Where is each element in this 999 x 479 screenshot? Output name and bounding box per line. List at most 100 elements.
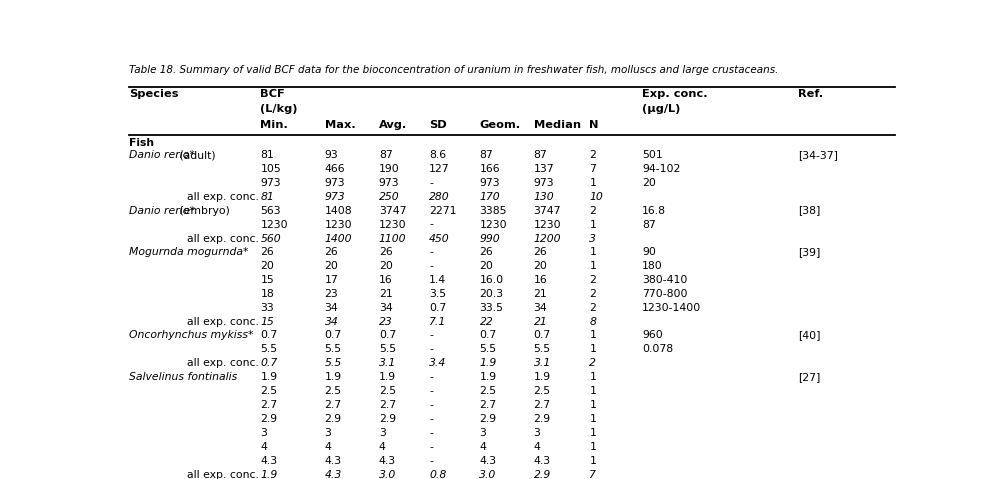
Text: Table 18. Summary of valid BCF data for the bioconcentration of uranium in fresh: Table 18. Summary of valid BCF data for … bbox=[129, 65, 778, 75]
Text: all exp. conc.: all exp. conc. bbox=[187, 358, 259, 368]
Text: 5.5: 5.5 bbox=[325, 358, 342, 368]
Text: 0.078: 0.078 bbox=[642, 344, 673, 354]
Text: BCF: BCF bbox=[261, 89, 285, 99]
Text: 0.7: 0.7 bbox=[261, 358, 278, 368]
Text: 23: 23 bbox=[379, 317, 393, 327]
Text: -: - bbox=[430, 372, 433, 382]
Text: 4: 4 bbox=[325, 442, 332, 452]
Text: 8.6: 8.6 bbox=[430, 150, 447, 160]
Text: 5.5: 5.5 bbox=[480, 344, 497, 354]
Text: -: - bbox=[430, 386, 433, 396]
Text: 973: 973 bbox=[261, 178, 281, 188]
Text: 0.8: 0.8 bbox=[430, 470, 447, 479]
Text: -: - bbox=[430, 261, 433, 271]
Text: 2.5: 2.5 bbox=[379, 386, 396, 396]
Text: 18: 18 bbox=[261, 289, 274, 299]
Text: 4: 4 bbox=[379, 442, 386, 452]
Text: 87: 87 bbox=[533, 150, 547, 160]
Text: 7.1: 7.1 bbox=[430, 317, 447, 327]
Text: 22: 22 bbox=[480, 317, 494, 327]
Text: 3: 3 bbox=[379, 428, 386, 438]
Text: 4.3: 4.3 bbox=[325, 470, 342, 479]
Text: 34: 34 bbox=[325, 317, 339, 327]
Text: 16: 16 bbox=[379, 275, 393, 285]
Text: 2: 2 bbox=[589, 150, 596, 160]
Text: 4.3: 4.3 bbox=[261, 456, 278, 466]
Text: 0.7: 0.7 bbox=[430, 303, 447, 313]
Text: 2: 2 bbox=[589, 275, 596, 285]
Text: 2.9: 2.9 bbox=[533, 414, 550, 423]
Text: Mogurnda mogurnda*: Mogurnda mogurnda* bbox=[129, 247, 248, 257]
Text: 1: 1 bbox=[589, 330, 596, 340]
Text: 5.5: 5.5 bbox=[533, 344, 550, 354]
Text: -: - bbox=[430, 456, 433, 466]
Text: 34: 34 bbox=[533, 303, 547, 313]
Text: 87: 87 bbox=[379, 150, 393, 160]
Text: 21: 21 bbox=[533, 317, 547, 327]
Text: 4.3: 4.3 bbox=[533, 456, 550, 466]
Text: 4.3: 4.3 bbox=[325, 456, 342, 466]
Text: all exp. conc.: all exp. conc. bbox=[187, 234, 259, 243]
Text: 3.5: 3.5 bbox=[430, 289, 447, 299]
Text: 4: 4 bbox=[261, 442, 268, 452]
Text: Median: Median bbox=[533, 120, 580, 130]
Text: Oncorhynchus mykiss*: Oncorhynchus mykiss* bbox=[129, 330, 253, 340]
Text: 4: 4 bbox=[480, 442, 487, 452]
Text: 1: 1 bbox=[589, 261, 596, 271]
Text: Geom.: Geom. bbox=[480, 120, 520, 130]
Text: 1: 1 bbox=[589, 219, 596, 229]
Text: -: - bbox=[430, 178, 433, 188]
Text: 2.9: 2.9 bbox=[533, 470, 550, 479]
Text: 466: 466 bbox=[325, 164, 346, 174]
Text: 81: 81 bbox=[261, 150, 274, 160]
Text: 180: 180 bbox=[642, 261, 662, 271]
Text: 1200: 1200 bbox=[533, 234, 561, 243]
Text: 2.9: 2.9 bbox=[261, 414, 278, 423]
Text: 20: 20 bbox=[480, 261, 494, 271]
Text: 3: 3 bbox=[589, 234, 596, 243]
Text: 20: 20 bbox=[261, 261, 275, 271]
Text: 5.5: 5.5 bbox=[325, 344, 342, 354]
Text: -: - bbox=[430, 414, 433, 423]
Text: 1: 1 bbox=[589, 414, 596, 423]
Text: Min.: Min. bbox=[261, 120, 289, 130]
Text: 1: 1 bbox=[589, 442, 596, 452]
Text: 3: 3 bbox=[325, 428, 332, 438]
Text: N: N bbox=[589, 120, 599, 130]
Text: 2.7: 2.7 bbox=[533, 399, 550, 410]
Text: 1: 1 bbox=[589, 456, 596, 466]
Text: 1400: 1400 bbox=[325, 234, 352, 243]
Text: (adult): (adult) bbox=[176, 150, 216, 160]
Text: -: - bbox=[430, 442, 433, 452]
Text: 770-800: 770-800 bbox=[642, 289, 687, 299]
Text: -: - bbox=[430, 344, 433, 354]
Text: 15: 15 bbox=[261, 317, 274, 327]
Text: [34-37]: [34-37] bbox=[798, 150, 838, 160]
Text: 3.0: 3.0 bbox=[379, 470, 396, 479]
Text: 2271: 2271 bbox=[430, 205, 457, 216]
Text: 990: 990 bbox=[480, 234, 500, 243]
Text: 1.9: 1.9 bbox=[480, 358, 497, 368]
Text: 3385: 3385 bbox=[480, 205, 506, 216]
Text: 33: 33 bbox=[261, 303, 274, 313]
Text: 1230-1400: 1230-1400 bbox=[642, 303, 701, 313]
Text: 5.5: 5.5 bbox=[261, 344, 278, 354]
Text: 26: 26 bbox=[480, 247, 494, 257]
Text: 1230: 1230 bbox=[261, 219, 288, 229]
Text: 1.4: 1.4 bbox=[430, 275, 447, 285]
Text: Salvelinus fontinalis: Salvelinus fontinalis bbox=[129, 372, 237, 382]
Text: 0.7: 0.7 bbox=[480, 330, 497, 340]
Text: 973: 973 bbox=[533, 178, 554, 188]
Text: 380-410: 380-410 bbox=[642, 275, 687, 285]
Text: 17: 17 bbox=[325, 275, 339, 285]
Text: 1: 1 bbox=[589, 344, 596, 354]
Text: 3.4: 3.4 bbox=[430, 358, 447, 368]
Text: 1408: 1408 bbox=[325, 205, 353, 216]
Text: 0.7: 0.7 bbox=[379, 330, 396, 340]
Text: 1.9: 1.9 bbox=[325, 372, 342, 382]
Text: 2: 2 bbox=[589, 303, 596, 313]
Text: [27]: [27] bbox=[798, 372, 821, 382]
Text: (μg/L): (μg/L) bbox=[642, 104, 680, 114]
Text: 973: 973 bbox=[379, 178, 400, 188]
Text: -: - bbox=[430, 330, 433, 340]
